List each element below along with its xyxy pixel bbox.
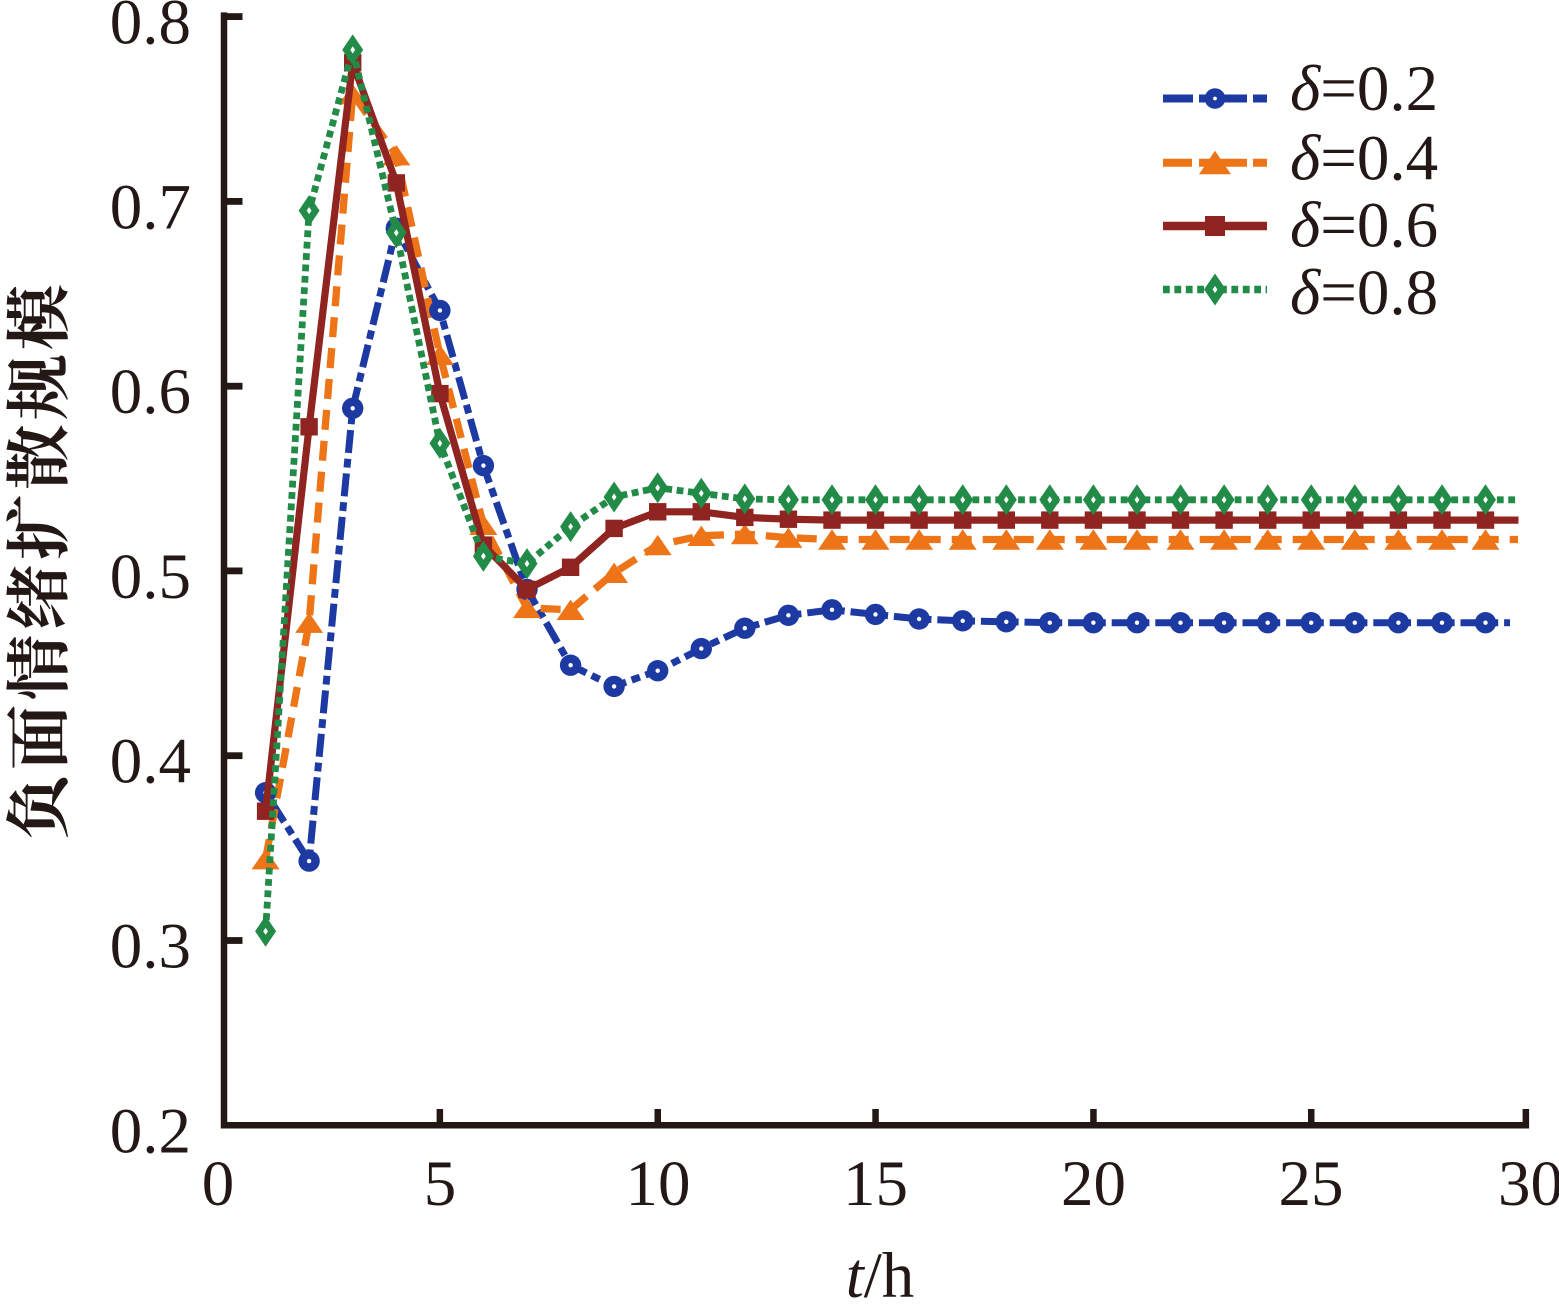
svg-text:20: 20 [1061,1148,1126,1220]
svg-text:30: 30 [1498,1148,1559,1220]
svg-text:25: 25 [1279,1148,1344,1220]
svg-text:5: 5 [424,1148,457,1220]
svg-text:0.6: 0.6 [110,356,191,428]
svg-text:δ=0.6: δ=0.6 [1290,190,1438,262]
svg-text:δ=0.4: δ=0.4 [1290,123,1438,195]
svg-text:t/h: t/h [846,1240,915,1311]
svg-text:0.4: 0.4 [110,726,191,798]
svg-text:10: 10 [626,1148,691,1220]
svg-text:δ=0.8: δ=0.8 [1290,257,1438,329]
svg-text:0.5: 0.5 [110,541,191,613]
svg-text:0.8: 0.8 [110,0,191,59]
svg-text:15: 15 [843,1148,908,1220]
svg-text:0.2: 0.2 [110,1095,191,1167]
svg-text:0: 0 [202,1148,235,1220]
svg-text:0.3: 0.3 [110,911,191,983]
svg-text:δ=0.2: δ=0.2 [1290,53,1438,125]
svg-text:0.7: 0.7 [110,171,191,243]
